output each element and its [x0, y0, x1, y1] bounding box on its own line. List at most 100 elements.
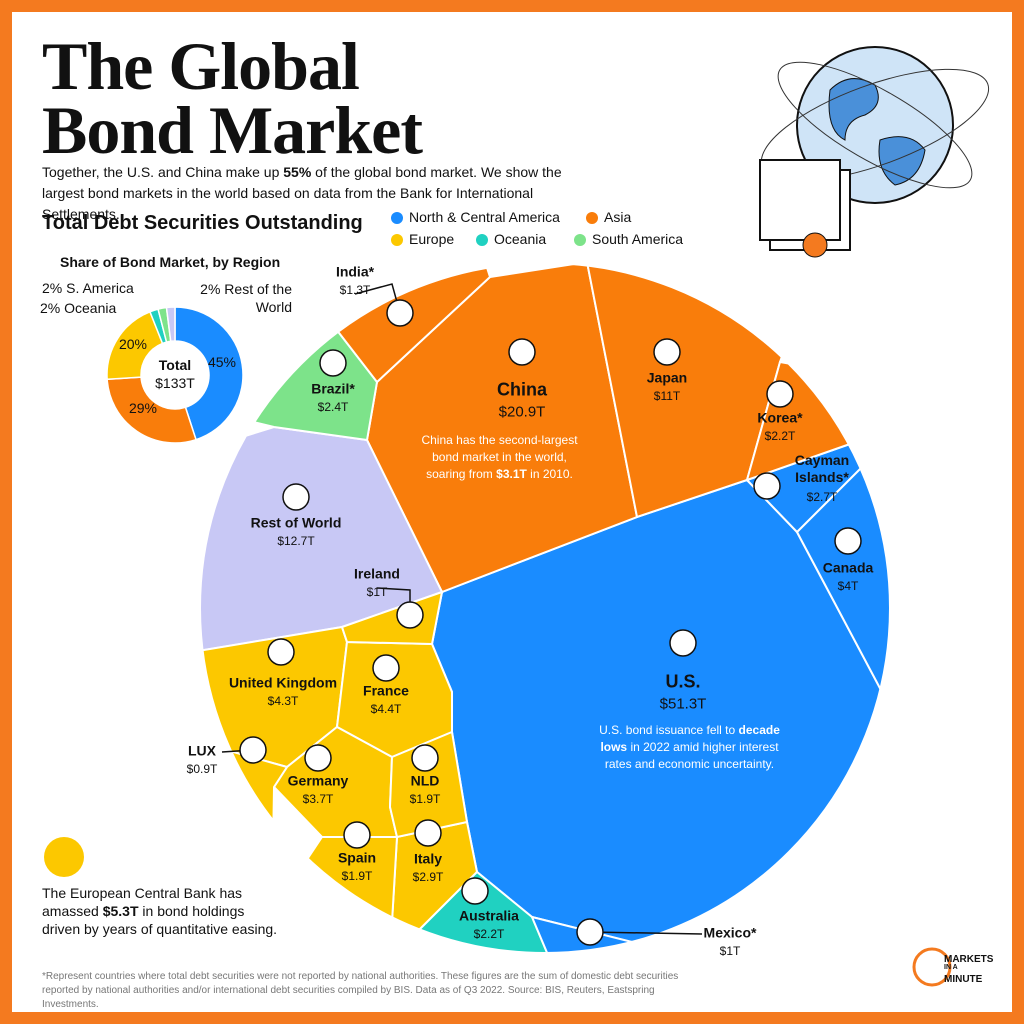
legend-label: Europe: [409, 231, 455, 247]
flag: [319, 349, 347, 377]
legend-label: South America: [592, 231, 684, 247]
flag: [461, 877, 489, 905]
cell-value: $4.4T: [370, 702, 402, 716]
cell-value: $20.9T: [498, 403, 546, 421]
flag: [669, 629, 697, 657]
cell-name: Canada: [822, 559, 874, 576]
pie-label: 2% Rest of the World: [200, 281, 292, 315]
cell-value: $2.2T: [764, 429, 796, 443]
pie-label: 29%: [128, 400, 158, 416]
flag: [508, 338, 536, 366]
treemap-cell: [530, 915, 654, 953]
flag: [753, 472, 781, 500]
cell-name: Germany: [287, 772, 349, 789]
flag: [282, 483, 310, 511]
cell-value: $1T: [719, 944, 741, 958]
flag: [834, 527, 862, 555]
brand-text: MINUTE: [944, 974, 983, 985]
cell-value: $0.9T: [186, 762, 218, 776]
treemap-outline: [199, 262, 891, 954]
legend-label: Oceania: [494, 231, 547, 247]
text: of the global bond market. We show the l…: [42, 164, 562, 222]
text: China has the second-largest bond market…: [421, 433, 578, 481]
brand-text: IN A: [944, 964, 958, 971]
brand-icon: [912, 947, 952, 987]
flag: [396, 601, 424, 629]
cell-name: Brazil*: [311, 380, 355, 397]
flag: [267, 638, 295, 666]
cell-value: $51.3T: [659, 695, 707, 713]
cell-name: Mexico*: [703, 924, 757, 941]
emphasis: $5.3T: [102, 903, 139, 919]
legend-label: Asia: [604, 209, 632, 225]
flag: [411, 744, 439, 772]
pie-slice: [165, 306, 176, 343]
emphasis: 55%: [283, 164, 312, 180]
globe-illustration: [759, 46, 990, 258]
legend-swatch: [391, 212, 403, 224]
text: The European Central Bank has amassed: [42, 885, 243, 919]
text: in 2022 amid higher interest rates and e…: [604, 740, 779, 771]
cell-name: Ireland: [354, 565, 400, 582]
leader-line: [589, 931, 703, 935]
china-note: China has the second-largest bond market…: [412, 432, 587, 483]
cell-name: LUX: [188, 742, 216, 759]
pie-center-label: Total: [158, 357, 192, 373]
cell-value: $1.3T: [339, 283, 371, 297]
emphasis: decade lows: [600, 723, 780, 754]
cell-value: $3.7T: [302, 792, 334, 806]
pie-label: 2% Oceania: [40, 300, 117, 316]
text: in 2010.: [526, 467, 573, 481]
pie-title: Share of Bond Market, by Region: [60, 254, 281, 270]
flag: [766, 380, 794, 408]
legend-swatch: [574, 234, 586, 246]
cell-name: Cayman Islands*: [794, 452, 850, 485]
cell-name: United Kingdom: [228, 674, 338, 691]
graphics: [44, 46, 990, 987]
legend-label: North & Central America: [409, 209, 560, 225]
text: U.S. bond issuance fell to: [599, 723, 739, 737]
cell-name: Rest of World: [250, 514, 342, 531]
ecb-note: The European Central Bank has amassed $5…: [42, 884, 282, 938]
cell-name: Japan: [646, 369, 688, 386]
cell-value: $1T: [366, 585, 388, 599]
cell-value: $4T: [837, 579, 859, 593]
cell-name: NLD: [410, 772, 440, 789]
intro: Together, the U.S. and China make up 55%…: [42, 162, 602, 225]
cell-value: $1.9T: [341, 869, 373, 883]
us-note: U.S. bond issuance fell to decade lows i…: [597, 722, 782, 773]
flag: [304, 744, 332, 772]
flag: [386, 299, 414, 327]
flag: [576, 918, 604, 946]
treemap: [200, 263, 890, 953]
cell-value: $11T: [653, 389, 681, 403]
brand-text: MARKETS: [944, 954, 994, 965]
legend-swatch: [476, 234, 488, 246]
cell-name: Italy: [413, 850, 442, 867]
footnote: *Represent countries where total debt se…: [42, 971, 679, 1010]
text: in bond holdings driven by years of quan…: [42, 903, 278, 937]
legend-swatch: [586, 212, 598, 224]
pie-label: 2% S. America: [42, 280, 134, 296]
pie-total: $133T: [155, 375, 195, 391]
emphasis: $3.1T: [496, 467, 527, 481]
cell-value: $1.9T: [409, 792, 441, 806]
pie-label: 45%: [207, 354, 237, 370]
flag: [372, 654, 400, 682]
flag: [653, 338, 681, 366]
cell-value: $2.2T: [473, 927, 505, 941]
pie-slice: [106, 376, 197, 444]
cell-name: Australia: [459, 907, 519, 924]
cell-value: $2.7T: [806, 490, 838, 504]
cell-value: $12.7T: [277, 534, 315, 548]
legend-swatch: [391, 234, 403, 246]
pie-slice: [174, 306, 244, 441]
cell-name: China: [496, 379, 547, 400]
ecb-icon: [44, 837, 84, 877]
treemap-title: Total Debt Securities Outstanding: [42, 212, 363, 234]
flag: [343, 821, 371, 849]
title: The Global Bond Market: [42, 28, 423, 168]
flag: [239, 736, 267, 764]
cell-name: India*: [335, 263, 375, 280]
